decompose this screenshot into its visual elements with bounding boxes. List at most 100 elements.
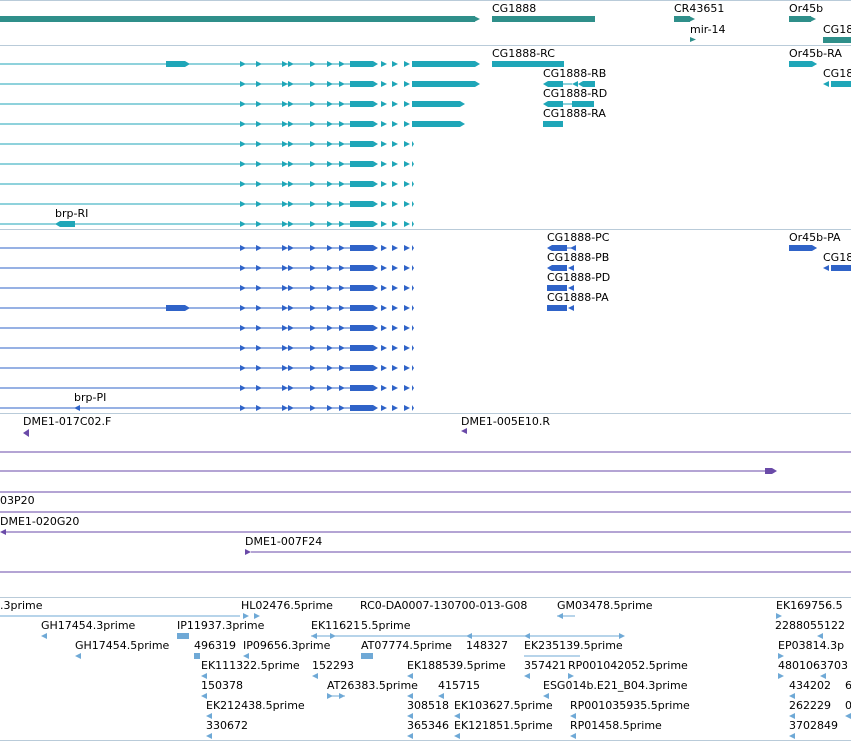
protein-label-cg1888-pd[interactable]: CG1888-PD (547, 271, 610, 284)
exon-marker (288, 325, 294, 331)
exon-marker (240, 405, 246, 411)
exon-marker (282, 201, 288, 207)
est-label[interactable]: RP001042052.5prime (568, 659, 688, 672)
protein-label-cg1888-pc[interactable]: CG1888-PC (547, 231, 610, 244)
gene-label-cg18[interactable]: CG18 (823, 23, 851, 36)
est-label[interactable]: 262229 (789, 699, 831, 712)
exon-marker (789, 733, 795, 739)
est-label[interactable]: AT26383.5prime (327, 679, 418, 692)
exon-marker (201, 693, 207, 699)
exon-marker (327, 325, 333, 331)
feature-arrow (412, 101, 465, 107)
exon-marker (288, 81, 294, 87)
gene-label-cr43651[interactable]: CR43651 (674, 2, 724, 15)
clone-label-dme1-005e10-r[interactable]: DME1-005E10.R (461, 415, 550, 428)
est-label[interactable]: 3703 (820, 659, 848, 672)
est-label[interactable]: AT07774.5prime (361, 639, 452, 652)
est-label[interactable]: EK111322.5prime (201, 659, 300, 672)
est-label[interactable]: GH17454.3prime (41, 619, 136, 632)
exon-marker (240, 221, 246, 227)
est-label[interactable]: EK121851.5prime (454, 719, 553, 732)
est-label[interactable]: EK169756.5 (776, 599, 843, 612)
est-label[interactable]: .3prime (0, 599, 43, 612)
est-label[interactable]: 3702849 (789, 719, 838, 732)
est-label[interactable]: GH17454.5prime (75, 639, 170, 652)
transcript-label-or45b-ra[interactable]: Or45b-RA (789, 47, 842, 60)
est-label[interactable]: RP01458.5prime (570, 719, 662, 732)
est-label[interactable]: EK188539.5prime (407, 659, 506, 672)
exon-marker (392, 305, 398, 311)
exon-marker (240, 245, 246, 251)
exon-marker (327, 201, 333, 207)
exon-marker (310, 101, 316, 107)
exon-marker (392, 245, 398, 251)
est-label[interactable]: 6 (845, 679, 851, 692)
est-label[interactable]: 228805 (775, 619, 817, 632)
feature-arrow (412, 201, 414, 207)
transcript-glyph-cg1888-rb (543, 81, 563, 87)
protein-label-brp-pi[interactable]: brp-PI (74, 391, 106, 404)
protein-glyph-brp-pi (74, 405, 80, 411)
est-label[interactable]: 415715 (438, 679, 480, 692)
exon-marker (288, 121, 294, 127)
clone-label-dme1-007f24[interactable]: DME1-007F24 (245, 535, 322, 548)
gene-label-cg1888[interactable]: CG1888 (492, 2, 536, 15)
transcript-glyph-cg1888-rc (492, 61, 564, 67)
exon-marker (282, 345, 288, 351)
exon-marker (454, 713, 460, 719)
est-label[interactable]: 308518 (407, 699, 449, 712)
est-label[interactable]: 152293 (312, 659, 354, 672)
protein-label-or45b-pa[interactable]: Or45b-PA (789, 231, 841, 244)
est-label[interactable]: RC0-DA0007-130700-013-G08 (360, 599, 527, 612)
est-label[interactable]: 365346 (407, 719, 449, 732)
est-label[interactable]: ESG014b.E21_B04.3prime (543, 679, 688, 692)
est-label[interactable]: 5122 (817, 619, 845, 632)
est-label[interactable]: 5.5prime (361, 619, 411, 632)
exon-marker (256, 285, 262, 291)
gene-label-mir-14[interactable]: mir-14 (690, 23, 726, 36)
est-label[interactable]: IP09656.3prime (243, 639, 331, 652)
clone-label-03p20[interactable]: 03P20 (0, 494, 35, 507)
transcript-label-cg1888-ra[interactable]: CG1888-RA (543, 107, 606, 120)
protein-glyph-cg1888-pb (547, 265, 567, 271)
transcript-label-cg1888-rc[interactable]: CG1888-RC (492, 47, 555, 60)
est-label[interactable]: 148327 (466, 639, 508, 652)
est-label[interactable]: RP001035935.5prime (570, 699, 690, 712)
est-label[interactable]: 330672 (206, 719, 248, 732)
transcript-label-brp-ri[interactable]: brp-RI (55, 207, 88, 220)
clone-label-dme1-020g20[interactable]: DME1-020G20 (0, 515, 79, 528)
est-label[interactable]: EK212438.5prime (206, 699, 305, 712)
exon-marker (570, 713, 576, 719)
protein-label-cg18[interactable]: CG18 (823, 251, 851, 264)
protein-label-cg1888-pb[interactable]: CG1888-PB (547, 251, 609, 264)
exon-marker (256, 201, 262, 207)
exon-marker (310, 285, 316, 291)
est-label[interactable]: 150378 (201, 679, 243, 692)
exon-marker (568, 673, 574, 679)
exon-marker (381, 221, 387, 227)
est-label[interactable]: IP11937.3prime (177, 619, 265, 632)
transcript-label-cg18[interactable]: CG18 (823, 67, 851, 80)
est-label[interactable]: 357421 (524, 659, 566, 672)
est-label[interactable]: 480106 (778, 659, 820, 672)
est-label[interactable]: EK235139.5prime (524, 639, 623, 652)
transcript-label-cg1888-rd[interactable]: CG1888-RD (543, 87, 607, 100)
est-label[interactable]: 496319 (194, 639, 236, 652)
exon-marker (572, 81, 578, 87)
gene-label-or45b[interactable]: Or45b (789, 2, 823, 15)
clone-label-dme1-017c02-f[interactable]: DME1-017C02.F (23, 415, 111, 428)
est-label[interactable]: 0 (845, 699, 851, 712)
est-label[interactable]: EP03814.3p (778, 639, 844, 652)
protein-label-cg1888-pa[interactable]: CG1888-PA (547, 291, 609, 304)
est-label[interactable]: HL02476.5prime (241, 599, 333, 612)
exon-marker (392, 405, 398, 411)
exon-marker (339, 325, 345, 331)
est-label[interactable]: EK103627.5prime (454, 699, 553, 712)
transcript-label-cg1888-rb[interactable]: CG1888-RB (543, 67, 606, 80)
exon-marker (327, 181, 333, 187)
est-label[interactable]: GM03478.5prime (557, 599, 653, 612)
est-label[interactable]: EK11621 (311, 619, 360, 632)
est-label[interactable]: 434202 (789, 679, 831, 692)
exon-marker (282, 121, 288, 127)
